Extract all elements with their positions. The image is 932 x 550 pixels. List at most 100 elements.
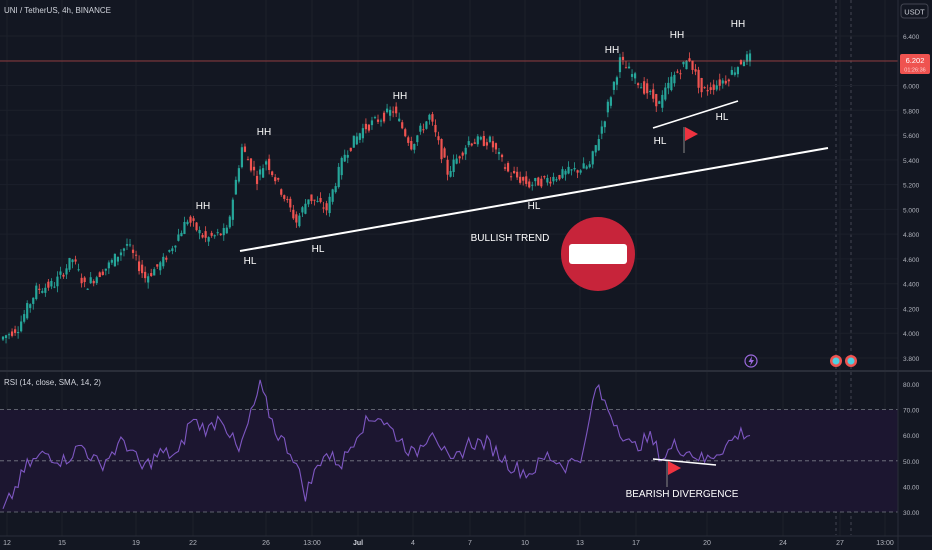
candle-body: [395, 106, 398, 114]
bullish-trendline: [239, 147, 829, 252]
hh-label: HH: [731, 19, 745, 30]
hl-label: HL: [312, 244, 325, 255]
candle-body: [537, 177, 540, 186]
candle-body: [600, 126, 603, 134]
candle-body: [228, 216, 231, 228]
candle-body: [413, 144, 416, 150]
price-tick-label: 4.600: [903, 257, 920, 264]
candle-body: [603, 121, 606, 128]
candle-body: [440, 139, 443, 160]
candle-body: [201, 234, 204, 238]
rsi-level-lines: [0, 409, 898, 513]
candle-body: [591, 151, 594, 165]
hh-label: HH: [605, 45, 619, 56]
candle-body: [664, 87, 667, 100]
time-axis[interactable]: 12 15 19 22 26 13:00 Jul 4 7 10 13 17 20 24 27 13:00: [3, 540, 894, 547]
time-axis-label: 10: [521, 540, 529, 547]
candle-body: [712, 84, 715, 90]
candle-body: [503, 167, 507, 169]
candle-body: [458, 156, 461, 159]
candle-body: [131, 249, 135, 253]
candle-body: [443, 148, 446, 158]
candle-body: [564, 170, 567, 175]
candle-body: [213, 235, 216, 237]
time-axis-label: 13: [576, 540, 584, 547]
candle-body: [219, 233, 222, 236]
price-tick-label: 6.400: [903, 34, 920, 41]
time-axis-label: 19: [132, 540, 140, 547]
candle-body: [742, 61, 746, 67]
candle-body: [476, 136, 479, 145]
candle-body: [724, 80, 727, 84]
candle-body: [4, 335, 8, 338]
candle-body: [715, 85, 718, 90]
candle-body: [352, 135, 355, 148]
candle-body: [446, 159, 449, 175]
candle-body: [730, 70, 733, 75]
candle-body: [382, 112, 386, 122]
candle-body: [522, 177, 525, 181]
candle-body: [246, 159, 250, 161]
rsi-title[interactable]: RSI (14, close, SMA, 14, 2): [4, 378, 101, 387]
price-tick-label: 5.400: [903, 158, 920, 165]
candle-body: [252, 166, 256, 171]
symbol-title[interactable]: UNI / TetherUS, 4h, BINANCE: [4, 6, 111, 15]
candle-body: [328, 196, 331, 214]
price-tick-label: 6.000: [903, 84, 920, 91]
price-tick-label: 5.200: [903, 183, 920, 190]
candle-body: [10, 331, 14, 336]
candle-body: [295, 214, 298, 223]
candle-body: [658, 101, 661, 104]
candle-body: [694, 69, 697, 72]
candle-body: [98, 272, 101, 278]
candle-body: [168, 250, 171, 252]
candle-body: [361, 128, 364, 139]
candle-body: [555, 179, 558, 181]
candle-body: [159, 262, 162, 271]
lightning-event-icon[interactable]: [744, 354, 758, 368]
candle-body: [597, 139, 600, 151]
candle-body: [325, 203, 328, 211]
candle-body: [13, 329, 17, 333]
candle-body: [718, 79, 721, 86]
candle-body: [401, 122, 404, 129]
candle-body: [543, 176, 546, 178]
candle-body: [334, 186, 337, 193]
candle-body: [609, 97, 612, 106]
candle-body: [637, 83, 640, 86]
candle-body: [367, 124, 371, 131]
candle-body: [525, 176, 528, 184]
candle-body: [491, 141, 495, 148]
candle-body: [652, 89, 655, 99]
candle-body: [425, 121, 428, 129]
currency-badge[interactable]: USDT: [900, 3, 929, 19]
price-tick-label: 5.800: [903, 108, 920, 115]
rsi-axis[interactable]: 80.00 70.00 60.00 50.00 40.00 30.00: [903, 382, 920, 517]
candle-body: [216, 232, 219, 234]
candle-body: [32, 297, 35, 304]
candle-body: [643, 81, 646, 94]
red-flag-icon: [666, 461, 681, 487]
rsi-tick-label: 40.00: [903, 484, 920, 491]
earnings-event-icon[interactable]: [830, 355, 842, 367]
candle-body: [107, 262, 110, 269]
price-axis[interactable]: 6.4006.2006.0005.8005.6005.4005.2005.000…: [903, 34, 920, 363]
candle-body: [207, 237, 210, 242]
candle-body: [703, 87, 706, 89]
earnings-event-icon[interactable]: [845, 355, 857, 367]
candle-body: [47, 281, 50, 288]
time-axis-label: 12: [3, 540, 11, 547]
candle-body: [174, 245, 177, 248]
candle-body: [685, 60, 688, 70]
candle-body: [509, 176, 513, 178]
no-entry-sign-icon: [561, 217, 635, 291]
candle-body: [225, 227, 228, 234]
candle-body: [147, 276, 150, 283]
candle-body: [706, 90, 709, 92]
candle-body: [497, 151, 501, 155]
hh-label: HH: [196, 201, 210, 212]
hl-label: HL: [244, 256, 257, 267]
candle-body: [376, 119, 380, 122]
candle-body: [449, 171, 452, 177]
